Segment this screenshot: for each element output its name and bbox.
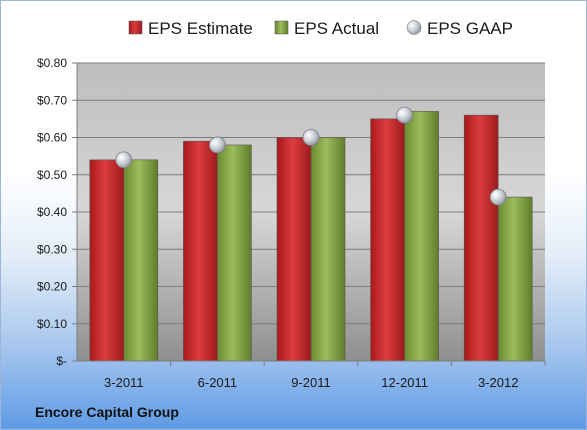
y-tick-label: $0.80	[37, 56, 67, 70]
y-tick-label: $0.70	[37, 93, 67, 107]
legend-label-eps-gaap: EPS GAAP	[427, 19, 513, 38]
y-tick-label: $0.20	[37, 280, 67, 294]
x-tick-label: 12-2011	[381, 375, 428, 390]
eps-actual-bar	[310, 137, 346, 362]
x-tick-label: 3-2012	[478, 375, 518, 390]
y-tick-label: $0.40	[37, 205, 67, 219]
legend-swatch-eps-estimate	[128, 20, 143, 35]
eps-estimate-bar	[370, 118, 405, 362]
legend-label-eps-estimate: EPS Estimate	[148, 19, 253, 38]
y-tick-label: $-	[56, 354, 67, 368]
y-tick-label: $0.30	[37, 242, 67, 256]
axes: $- $0.10 $0.20 $0.30 $0.40 $0.50 $0.60 $0.70 $0.…	[37, 56, 546, 390]
eps-estimate-bar	[463, 114, 499, 362]
legend-swatch-eps-gaap	[406, 20, 422, 35]
x-tick-label: 9-2011	[291, 375, 331, 390]
legend-label-eps-actual: EPS Actual	[294, 19, 379, 38]
x-tick-label: 3-2011	[104, 375, 144, 390]
eps-estimate-bar	[89, 159, 125, 362]
eps-gaap-marker	[489, 188, 507, 206]
eps-estimate-bar	[183, 140, 218, 362]
eps-gaap-marker	[396, 106, 414, 124]
eps-actual-bar	[404, 111, 439, 362]
eps-estimate-bar	[276, 137, 312, 362]
eps-actual-bar	[217, 144, 252, 362]
legend-swatch-eps-actual	[274, 20, 289, 35]
company-name: Encore Capital Group	[35, 404, 179, 420]
eps-gaap-marker	[302, 129, 320, 146]
gaap-markers	[115, 106, 507, 206]
y-tick-label: $0.10	[37, 317, 67, 331]
eps-actual-bar	[123, 159, 159, 362]
eps-actual-bar	[497, 196, 533, 362]
y-tick-label: $0.60	[37, 131, 67, 145]
eps-gaap-marker	[208, 136, 226, 154]
bars	[89, 111, 533, 362]
x-tick-label: 6-2011	[198, 375, 238, 390]
y-tick-label: $0.50	[37, 168, 67, 182]
eps-gaap-marker	[115, 151, 133, 169]
legend: EPS Estimate EPS Actual EPS GAAP	[128, 19, 513, 38]
